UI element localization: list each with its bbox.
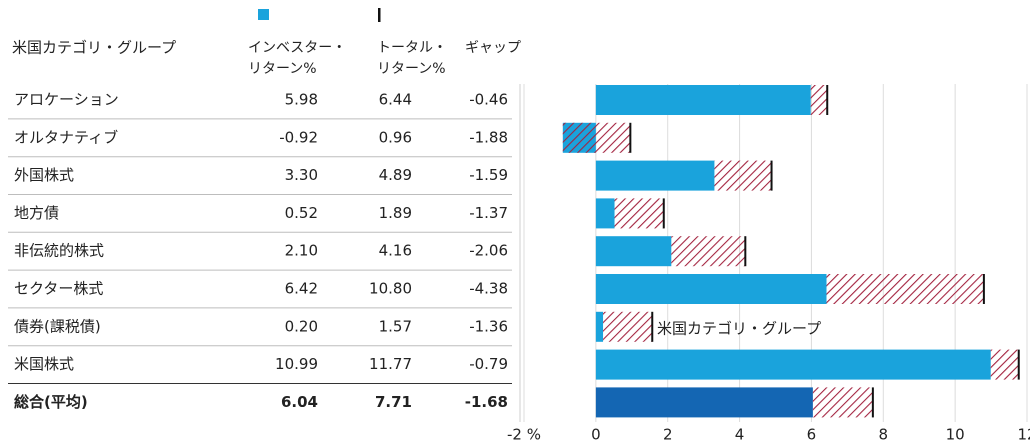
gap-value: -4.38	[469, 280, 508, 298]
legend-swatch	[378, 8, 381, 22]
x-tick-label: 4	[735, 426, 745, 444]
category-label: 総合(平均)	[14, 393, 88, 411]
total-marker	[871, 387, 874, 418]
investor-return: 2.10	[285, 242, 318, 260]
investor-return: 5.98	[285, 91, 318, 109]
investor-bar	[595, 160, 715, 191]
total-marker	[770, 160, 773, 191]
gap-hatch	[990, 349, 1019, 380]
column-header: トータル・	[377, 40, 447, 56]
category-label: 地方債	[14, 204, 59, 222]
column-header: リターン%	[248, 61, 317, 77]
investor-return: 10.99	[275, 355, 318, 373]
gap-value: -0.79	[469, 355, 508, 373]
category-label: 非伝統的株式	[14, 242, 104, 260]
x-tick-label: 0	[591, 426, 601, 444]
total-return: 4.89	[379, 166, 412, 184]
x-tick-label: 8	[879, 426, 889, 444]
total-return: 4.16	[379, 242, 412, 260]
gap-hatch	[603, 311, 653, 342]
total-marker	[662, 198, 665, 229]
gap-hatch	[671, 236, 746, 267]
investor-return: 6.04	[281, 393, 318, 411]
gap-hatch	[812, 387, 873, 418]
total-return: 0.96	[379, 128, 412, 146]
investor-return: 0.52	[285, 204, 318, 222]
total-return: 11.77	[369, 355, 412, 373]
investor-bar	[595, 387, 813, 418]
total-return: 1.89	[379, 204, 412, 222]
column-header: リターン%	[377, 61, 446, 77]
gap-hatch	[614, 198, 664, 229]
gap-hatch	[562, 122, 631, 153]
gap-hatch	[826, 274, 984, 304]
total-return: 10.80	[369, 280, 412, 298]
total-marker	[982, 274, 985, 304]
category-label: セクター株式	[14, 280, 103, 298]
legend-swatch	[258, 9, 269, 20]
gap-value: -2.06	[469, 242, 508, 260]
category-label: オルタナティブ	[14, 128, 118, 146]
total-return: 7.71	[375, 393, 412, 411]
total-marker	[826, 85, 829, 115]
gap-hatch	[810, 85, 828, 115]
total-marker	[1017, 349, 1020, 380]
category-label: 米国株式	[14, 355, 74, 373]
x-tick-label: 6	[807, 426, 817, 444]
total-marker	[629, 122, 632, 153]
category-label: 外国株式	[14, 166, 74, 184]
total-return: 6.44	[379, 91, 412, 109]
category-label: 債券(課税債)	[14, 317, 101, 335]
x-tick-label: 2	[663, 426, 673, 444]
total-return: 1.57	[379, 317, 412, 335]
gap-value: -1.68	[465, 393, 508, 411]
gap-value: -1.59	[469, 166, 508, 184]
x-tick-label: 12	[1017, 426, 1030, 444]
total-marker	[651, 311, 654, 342]
investor-bar	[595, 349, 991, 380]
gap-value: -1.88	[469, 128, 508, 146]
column-header: インベスター・	[248, 40, 346, 56]
investor-bar	[595, 236, 672, 267]
investor-bar	[595, 85, 811, 115]
investor-return: 3.30	[285, 166, 318, 184]
gap-value: -1.36	[469, 317, 508, 335]
gap-value: -0.46	[469, 91, 508, 109]
investor-return: 0.20	[285, 317, 318, 335]
investor-return: 6.42	[285, 280, 318, 298]
gap-hatch	[714, 160, 772, 191]
investor-bar	[595, 274, 827, 304]
x-tick-label: -2 %	[507, 426, 541, 444]
x-tick-label: 10	[946, 426, 965, 444]
annotation: 米国カテゴリ・グループ	[657, 319, 821, 337]
investor-return: -0.92	[279, 128, 318, 146]
investor-bar	[595, 198, 615, 229]
investor-bar	[595, 311, 604, 342]
total-marker	[744, 236, 747, 267]
category-label: アロケーション	[14, 91, 119, 109]
gap-value: -1.37	[469, 204, 508, 222]
column-header: ギャップ	[465, 40, 521, 56]
category-header: 米国カテゴリ・グループ	[12, 39, 176, 57]
